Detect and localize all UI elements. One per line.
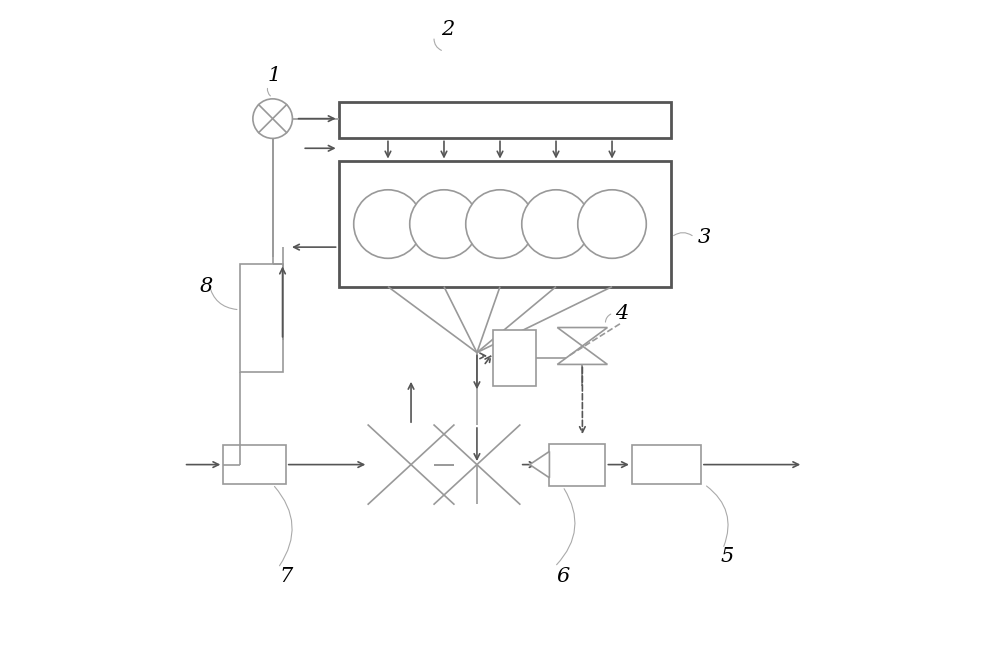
Polygon shape (557, 328, 607, 346)
Circle shape (522, 190, 590, 258)
Text: 4: 4 (615, 304, 629, 322)
Text: 3: 3 (698, 228, 711, 246)
Text: 1: 1 (268, 67, 281, 85)
Text: 2: 2 (441, 20, 454, 39)
Circle shape (578, 190, 646, 258)
Bar (240, 264, 283, 372)
Polygon shape (530, 451, 549, 478)
Circle shape (354, 190, 422, 258)
Bar (632, 445, 701, 484)
Bar (223, 445, 286, 484)
Circle shape (410, 190, 478, 258)
Circle shape (253, 99, 292, 138)
Bar (493, 330, 536, 386)
Circle shape (466, 190, 534, 258)
Text: 5: 5 (721, 548, 734, 566)
Polygon shape (557, 346, 607, 364)
Bar (339, 161, 671, 287)
Bar (339, 102, 671, 138)
Text: 7: 7 (279, 567, 292, 586)
Bar (549, 444, 605, 486)
Text: 6: 6 (556, 567, 569, 586)
Text: 8: 8 (200, 277, 213, 296)
